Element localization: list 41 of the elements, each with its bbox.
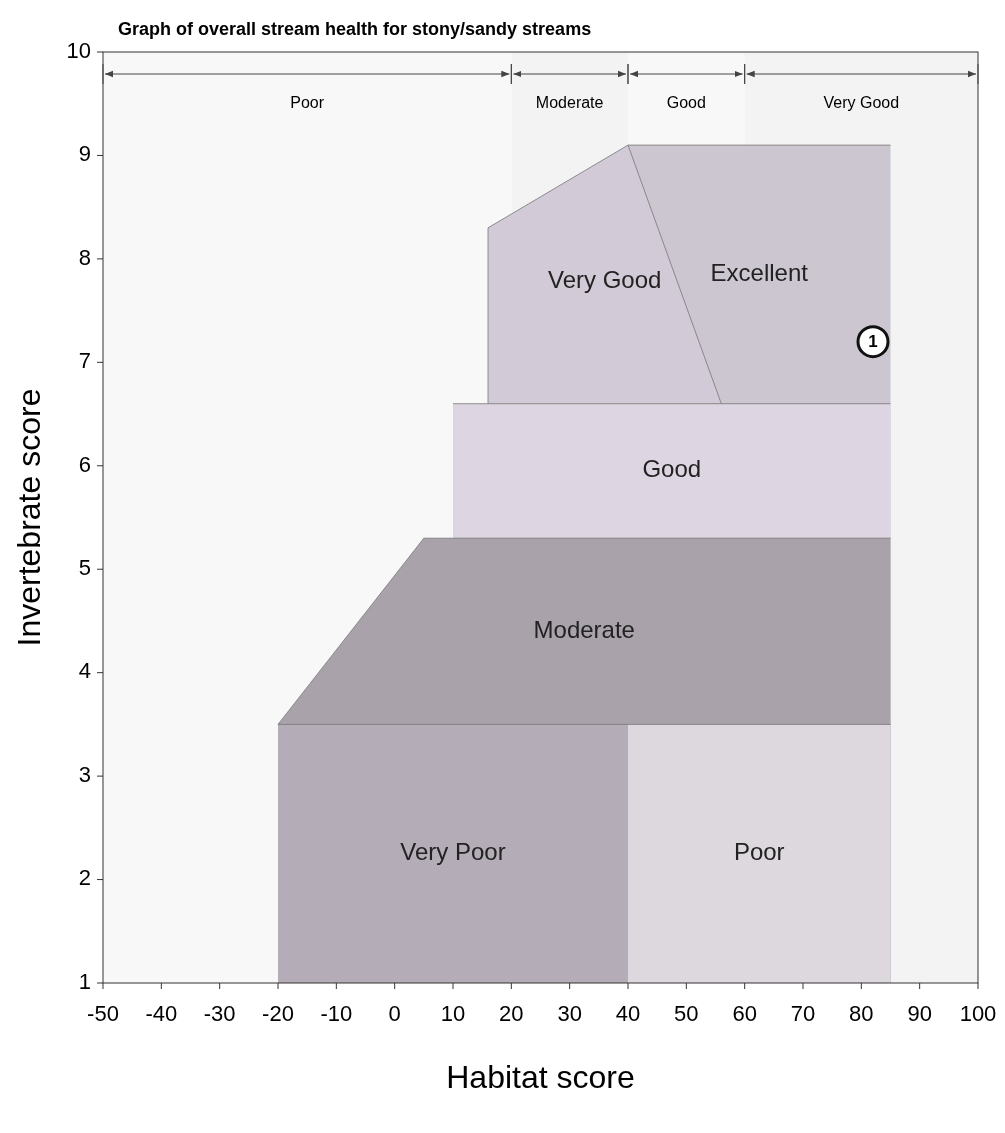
x-tick-label: -10	[320, 1001, 353, 1026]
series-label: Moderate	[533, 615, 635, 643]
series-label: Excellent	[710, 258, 809, 286]
x-tick-label: 100	[959, 1001, 997, 1026]
band-label: Good	[666, 94, 706, 111]
series-label: Very Good	[547, 265, 662, 293]
y-tick-label: 6	[78, 451, 91, 477]
x-tick-label: 10	[440, 1001, 466, 1026]
x-tick-label: 30	[557, 1001, 582, 1026]
band-label: Very Good	[823, 94, 900, 111]
y-tick-label: 3	[78, 761, 91, 787]
y-tick-label: 5	[78, 555, 91, 581]
y-tick-label: 8	[78, 244, 91, 270]
annotation: 1	[868, 332, 878, 352]
x-tick-label: 60	[732, 1001, 757, 1026]
x-tick-label: -20	[262, 1001, 294, 1026]
x-tick-label: 0	[388, 1001, 401, 1026]
x-tick-label: 70	[790, 1001, 816, 1026]
x-axis-title: Habitat score	[446, 1059, 635, 1095]
x-tick-label: 50	[674, 1001, 699, 1026]
x-tick-label: 40	[615, 1001, 641, 1026]
y-tick-label: 7	[78, 348, 91, 374]
band-label: Poor	[290, 94, 325, 111]
x-tick-label: 90	[907, 1001, 932, 1026]
band-label: Moderate	[535, 94, 604, 111]
series-label: Poor	[733, 838, 785, 866]
x-tick-label: -50	[87, 1001, 119, 1026]
chart-title: Graph of overall stream health for stony/sandy streams	[118, 19, 592, 39]
series-label: Very Poor	[400, 838, 506, 866]
y-tick-label: 2	[78, 865, 91, 891]
circled-number: 1	[856, 325, 890, 359]
y-tick-label: 10	[66, 37, 91, 63]
y-tick-label: 4	[78, 658, 91, 684]
y-axis-title: Invertebrate score	[11, 388, 47, 647]
y-tick-label: 9	[78, 141, 91, 167]
x-tick-label: -40	[145, 1001, 178, 1026]
series-label: Good	[642, 455, 702, 483]
x-tick-label: 80	[849, 1001, 874, 1026]
y-tick-label: 1	[78, 968, 91, 994]
x-tick-label: -30	[203, 1001, 236, 1026]
x-tick-label: 20	[499, 1001, 524, 1026]
